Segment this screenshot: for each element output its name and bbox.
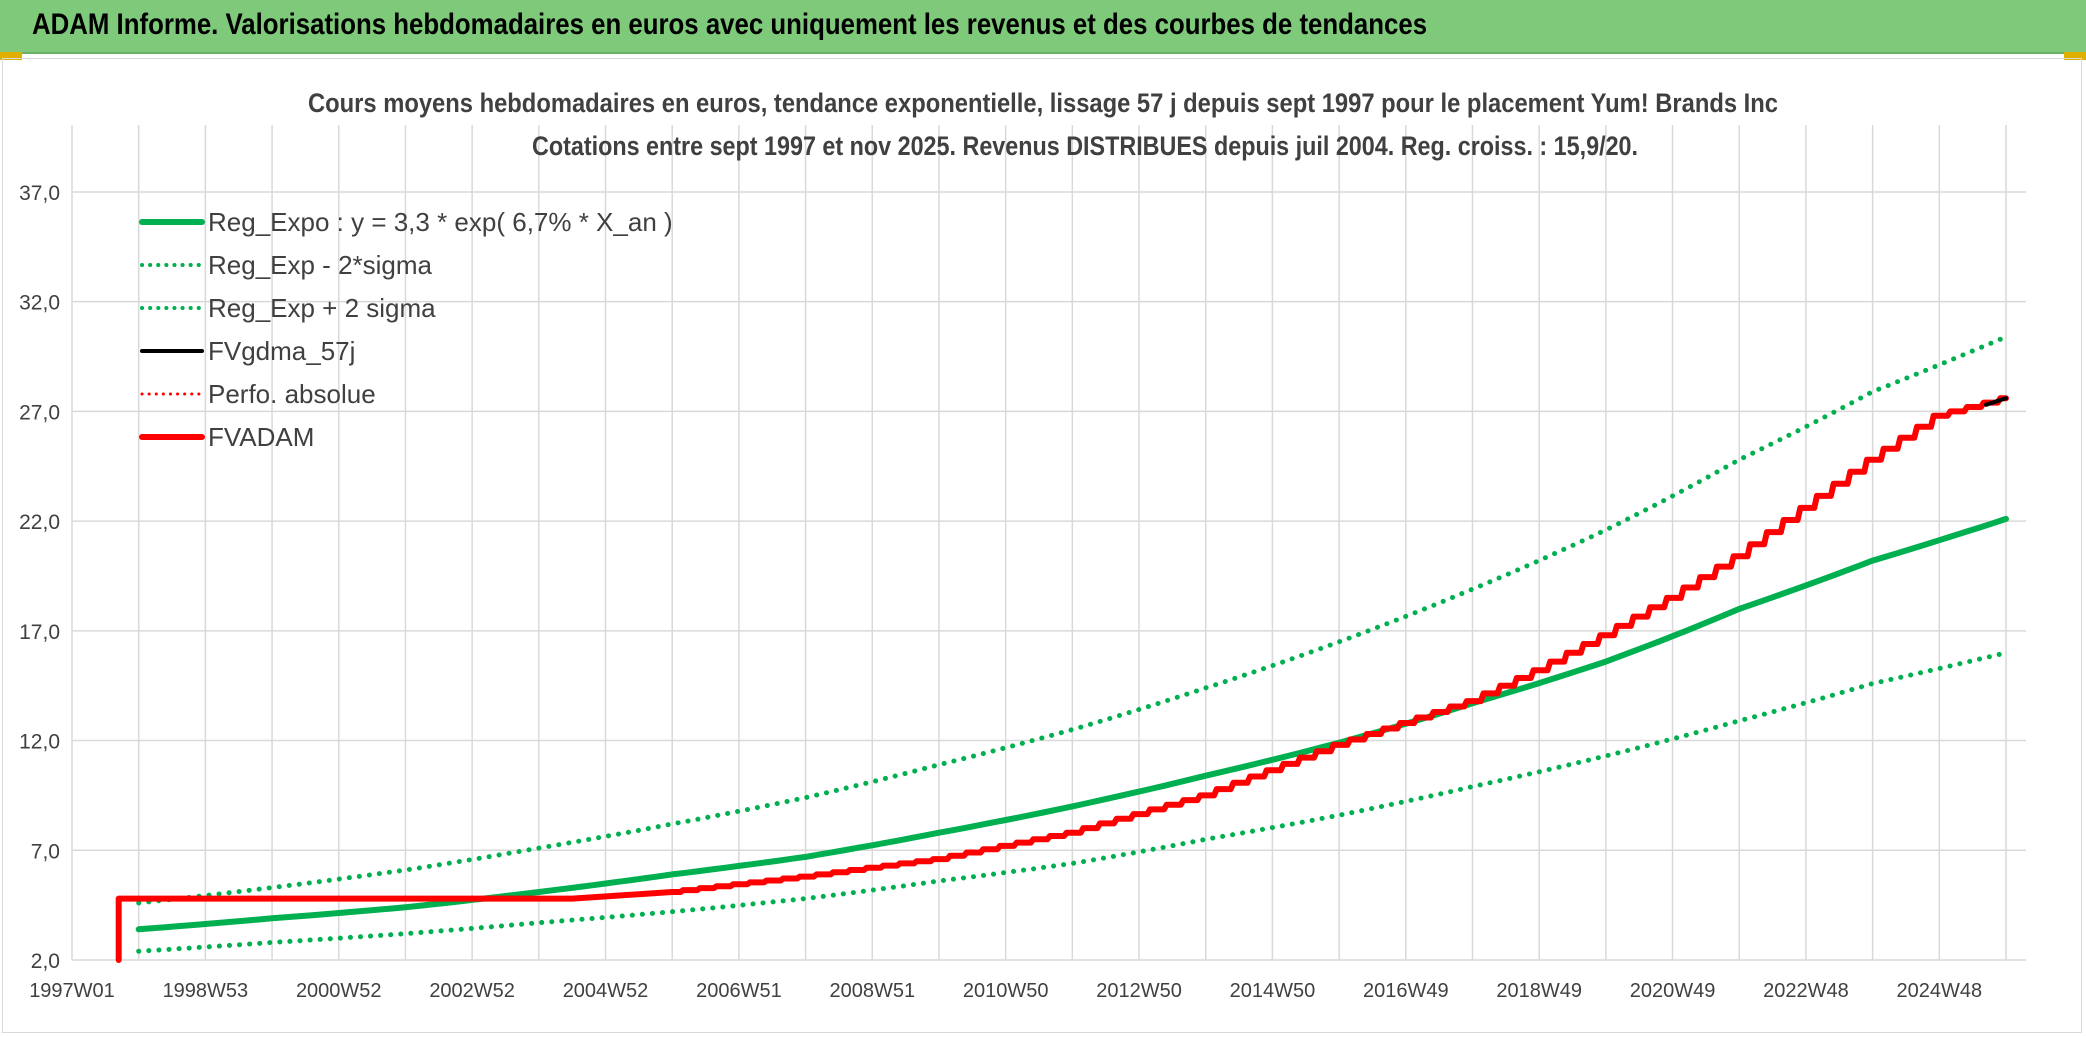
chart-frame [2,58,2082,1033]
x-tick-label: 2000W52 [296,980,382,1002]
series-fvadam [115,395,2009,963]
series-fvgdma-57j [1984,396,2008,407]
y-tick-label: 7,0 [31,840,60,863]
x-tick-label: 2002W52 [429,980,515,1002]
x-tick-label: 2016W49 [1363,980,1449,1002]
legend-label: Reg_Exp - 2*sigma [208,250,433,280]
x-tick-label: 2020W49 [1630,980,1716,1002]
y-tick-label: 37,0 [19,182,60,205]
corner-accent-left [0,52,22,60]
x-tick-label: 2024W48 [1896,980,1982,1002]
series-layer [115,334,2009,963]
x-tick-label: 2022W48 [1763,980,1849,1002]
legend: Reg_Expo : y = 3,3 * exp( 6,7% * X_an ) R… [139,207,673,452]
grid-layer [71,125,2026,961]
x-tick-label: 2012W50 [1096,980,1182,1002]
series-reg-exp-2-sigma [136,650,2009,954]
x-tick-label: 2006W51 [696,980,782,1002]
chart-title: Cours moyens hebdomadaires en euros, ten… [308,88,1778,118]
legend-label: Perfo. absolue [208,379,376,409]
x-tick-label: 2018W49 [1496,980,1582,1002]
y-tick-label: 27,0 [19,401,60,424]
legend-label: Reg_Expo : y = 3,3 * exp( 6,7% * X_an ) [208,207,673,237]
x-tick-label: 2004W52 [563,980,649,1002]
series-reg-exp-2-sigma [136,334,2009,906]
legend-label: FVADAM [208,422,314,452]
x-tick-label: 2008W51 [829,980,915,1002]
report-title: ADAM Informe. Valorisations hebdomadaire… [32,8,1428,41]
x-tick-label: 1997W01 [29,980,115,1002]
x-tick-label: 1998W53 [163,980,249,1002]
corner-accent-right [2064,52,2086,60]
y-tick-label: 2,0 [31,950,60,973]
x-tick-label: 2014W50 [1230,980,1316,1002]
legend-label: FVgdma_57j [208,336,355,366]
y-tick-label: 32,0 [19,292,60,315]
chart-subtitle: Cotations entre sept 1997 et nov 2025. R… [532,131,1638,161]
y-tick-label: 12,0 [19,731,60,754]
report-banner: ADAM Informe. Valorisations hebdomadaire… [0,0,2086,54]
tick-label-layer: 37,0 32,0 27,0 22,0 17,0 12,0 7,0 2,0 1997W01 199… [19,182,1982,1002]
y-tick-label: 22,0 [19,511,60,534]
legend-label: Reg_Exp + 2 sigma [208,293,436,323]
series-reg-expo [135,515,2009,933]
y-tick-label: 17,0 [19,621,60,644]
x-tick-label: 2010W50 [963,980,1049,1002]
